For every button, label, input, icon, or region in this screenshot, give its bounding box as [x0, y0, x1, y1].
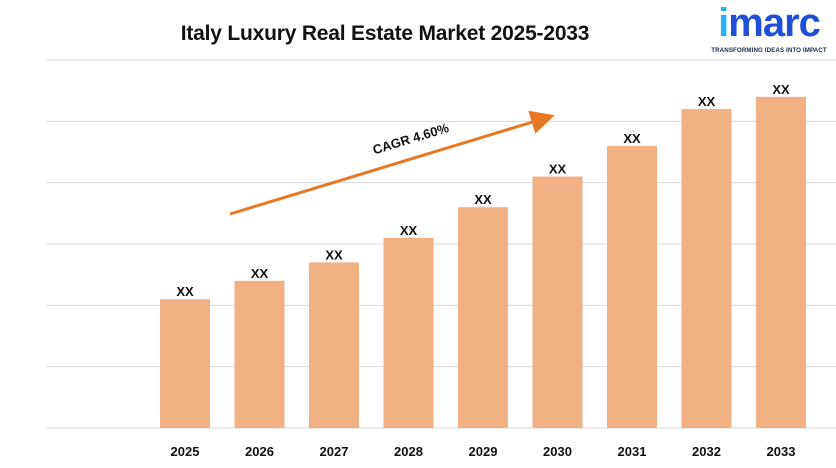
cagr-arrow — [229, 110, 555, 216]
logo-wordmark: imarc — [708, 0, 830, 46]
bar — [309, 262, 359, 428]
logo-letter: a — [762, 1, 785, 45]
cagr-annotation: CAGR 4.60% — [229, 110, 555, 216]
x-tick-label: 2029 — [469, 444, 498, 459]
data-label: XX — [623, 131, 641, 146]
logo-tagline: TRANSFORMING IDEAS INTO IMPACT — [711, 47, 827, 54]
x-tick-label: 2026 — [245, 444, 274, 459]
logo-letter: i — [718, 1, 729, 45]
bar — [160, 299, 210, 428]
x-tick-label: 2028 — [394, 444, 423, 459]
x-tick-label: 2025 — [171, 444, 200, 459]
data-label: XX — [549, 162, 567, 177]
data-label: XX — [474, 192, 492, 207]
bar — [681, 109, 732, 429]
x-tick-label: 2030 — [543, 444, 572, 459]
data-label: XX — [400, 223, 418, 238]
bar — [458, 207, 508, 428]
x-tick-label: 2033 — [767, 444, 796, 459]
data-label: XX — [325, 247, 343, 262]
data-label: XX — [772, 82, 790, 97]
data-label: XX — [698, 94, 716, 109]
bars — [160, 96, 806, 429]
data-labels: XX XX XX XX XX XX XX XX XX — [176, 82, 790, 299]
data-label: XX — [176, 284, 194, 299]
logo-letter: r — [784, 1, 800, 45]
bar — [532, 176, 583, 428]
data-label: XX — [251, 266, 269, 281]
bar — [607, 145, 657, 428]
imarc-logo: imarc TRANSFORMING IDEAS INTO IMPACT — [708, 1, 830, 58]
bar — [756, 96, 806, 429]
x-tick-label: 2031 — [618, 444, 647, 459]
chart-title: Italy Luxury Real Estate Market 2025-203… — [180, 22, 590, 45]
logo-letter: c — [798, 1, 821, 45]
bar — [383, 237, 434, 428]
x-tick-label: 2027 — [320, 444, 349, 459]
x-tick-label: 2032 — [692, 444, 721, 459]
bar — [234, 280, 285, 428]
logo-letter: m — [728, 1, 764, 45]
x-axis-ticks: 2025 2026 2027 2028 2029 2030 2031 2032 2033 — [171, 444, 796, 459]
